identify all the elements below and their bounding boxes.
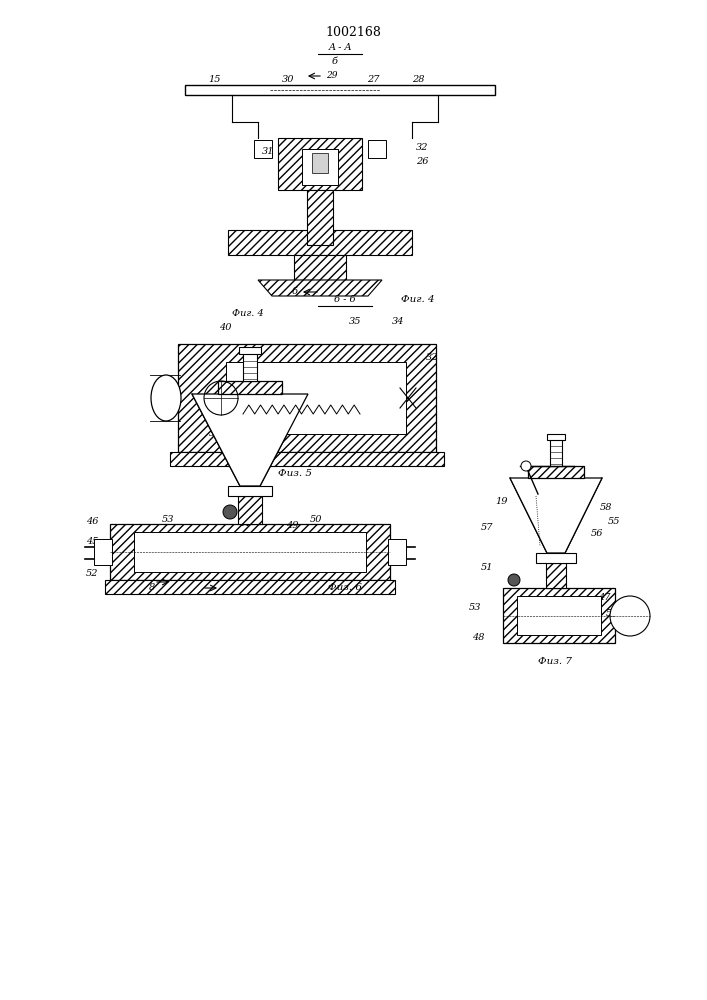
Bar — [503, 588, 615, 643]
Text: 58: 58 — [600, 504, 612, 512]
Text: 15: 15 — [209, 76, 221, 85]
Bar — [110, 524, 390, 580]
Bar — [547, 434, 565, 440]
Bar — [243, 351, 257, 381]
Text: Фиг. 4: Фиг. 4 — [232, 310, 264, 318]
Bar — [528, 466, 584, 478]
Circle shape — [521, 461, 531, 471]
Text: 55: 55 — [608, 518, 620, 526]
Polygon shape — [192, 394, 308, 486]
Bar — [368, 140, 386, 158]
Text: 31: 31 — [262, 147, 274, 156]
Text: 46: 46 — [86, 518, 98, 526]
Bar — [134, 532, 366, 572]
Bar — [294, 255, 346, 280]
Text: в - в: в - в — [554, 490, 575, 499]
Text: 26: 26 — [416, 157, 428, 166]
Text: 45: 45 — [86, 538, 98, 546]
Text: б - б: б - б — [334, 296, 356, 304]
Text: 50: 50 — [310, 516, 322, 524]
Text: 41: 41 — [209, 395, 221, 404]
Text: 34: 34 — [392, 318, 404, 326]
Text: 54: 54 — [606, 608, 618, 617]
Bar — [178, 344, 436, 452]
Text: 49: 49 — [286, 520, 298, 530]
Text: Физ. 7: Физ. 7 — [538, 658, 572, 666]
Text: б: б — [332, 57, 338, 66]
Text: 32: 32 — [426, 354, 438, 362]
Text: 40: 40 — [218, 324, 231, 332]
Text: б: б — [292, 288, 298, 296]
Bar — [278, 138, 362, 190]
Text: 8: 8 — [149, 582, 155, 591]
Bar — [228, 486, 272, 496]
Bar — [546, 563, 566, 588]
Circle shape — [610, 596, 650, 636]
Text: Физ. 6: Физ. 6 — [328, 584, 362, 592]
Polygon shape — [258, 280, 382, 296]
Bar — [536, 553, 576, 563]
Text: 47: 47 — [597, 593, 610, 602]
Ellipse shape — [151, 375, 181, 421]
Text: Фиг. 4: Фиг. 4 — [401, 296, 435, 304]
Text: 48: 48 — [472, 634, 484, 643]
Text: 32: 32 — [416, 143, 428, 152]
Bar — [226, 362, 406, 434]
Text: 57: 57 — [481, 524, 493, 532]
Bar — [517, 596, 601, 635]
Circle shape — [508, 574, 520, 586]
Text: 29: 29 — [326, 72, 337, 81]
Text: 31: 31 — [209, 428, 221, 438]
Text: 51: 51 — [481, 564, 493, 572]
Bar — [170, 452, 444, 466]
Text: 30: 30 — [282, 76, 294, 85]
Text: 44: 44 — [238, 518, 250, 528]
Bar — [312, 153, 328, 173]
Text: 53: 53 — [162, 514, 174, 524]
Bar — [94, 539, 112, 565]
Bar — [307, 190, 333, 245]
Bar — [302, 149, 338, 185]
Bar — [105, 580, 395, 594]
Text: 28: 28 — [411, 76, 424, 85]
Text: 53: 53 — [469, 603, 481, 612]
Text: Физ. 5: Физ. 5 — [278, 470, 312, 479]
Bar — [218, 381, 282, 394]
Text: 56: 56 — [591, 530, 603, 538]
Text: 19: 19 — [496, 497, 508, 506]
Bar — [185, 85, 495, 95]
Bar — [238, 496, 262, 524]
Polygon shape — [510, 478, 602, 553]
Bar — [228, 230, 412, 255]
Text: 1002168: 1002168 — [325, 25, 381, 38]
Text: 27: 27 — [367, 76, 379, 85]
Circle shape — [223, 505, 237, 519]
Bar — [254, 140, 272, 158]
Text: A - A: A - A — [328, 43, 352, 52]
Text: 35: 35 — [349, 318, 361, 326]
Bar — [550, 438, 562, 466]
Bar — [239, 347, 261, 354]
Bar — [388, 539, 406, 565]
Text: 52: 52 — [86, 568, 98, 578]
